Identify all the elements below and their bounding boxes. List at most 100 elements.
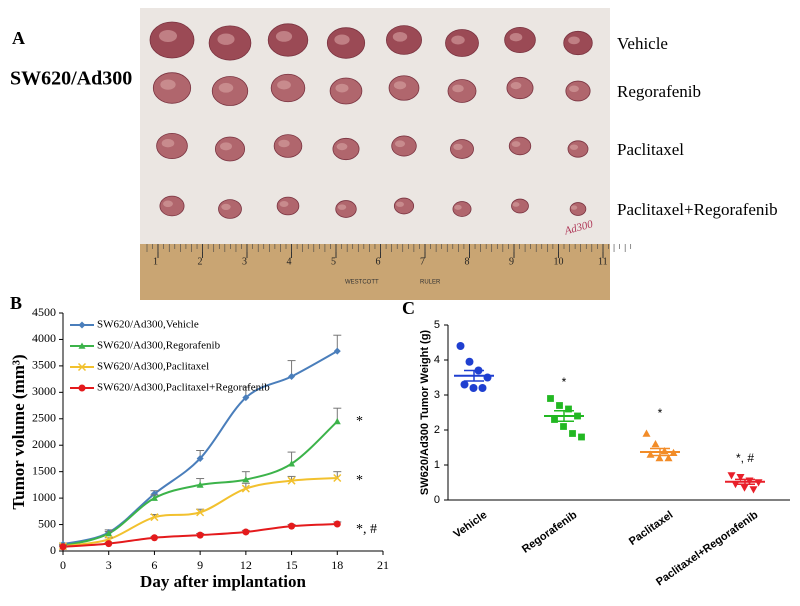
annotation: * <box>356 414 363 429</box>
marker-shape <box>78 321 86 329</box>
marker <box>483 373 492 382</box>
tumor <box>506 76 534 100</box>
tumor <box>450 139 474 159</box>
y-tick-label: 1000 <box>32 490 56 504</box>
y-tick-label: 3 <box>434 389 440 401</box>
marker-shape <box>456 342 465 350</box>
x-tick-label: 6 <box>151 558 157 572</box>
tumor-highlight <box>570 205 578 210</box>
tumor-highlight <box>510 82 522 90</box>
group-label: Paclitaxel <box>617 140 684 159</box>
marker <box>655 454 664 462</box>
marker-shape <box>78 342 86 349</box>
marker <box>105 530 113 537</box>
tumor-highlight <box>334 34 350 45</box>
tumor-highlight <box>220 142 232 151</box>
marker <box>242 476 250 483</box>
marker <box>150 534 158 542</box>
tumor-highlight <box>336 143 348 151</box>
marker <box>578 433 585 441</box>
marker-shape <box>150 513 159 522</box>
annotation: * <box>658 406 663 420</box>
marker-shape <box>565 405 572 413</box>
marker <box>740 484 749 492</box>
marker <box>196 481 204 488</box>
y-tick-label: 4000 <box>32 331 56 345</box>
marker-shape <box>333 417 341 425</box>
tumor-highlight <box>279 201 289 207</box>
marker-shape <box>469 384 478 392</box>
tumor-highlight <box>452 84 464 93</box>
y-tick-label: 3500 <box>32 358 56 372</box>
tumor <box>565 80 591 102</box>
marker-shape <box>105 530 113 537</box>
tumor-highlight <box>217 33 235 45</box>
marker-shape <box>655 454 664 462</box>
marker <box>551 416 558 423</box>
marker-shape <box>727 472 736 480</box>
tumor-highlight <box>568 36 580 45</box>
ruler-number: 3 <box>242 256 247 267</box>
x-tick-label: 21 <box>377 558 389 572</box>
x-tick-label: 15 <box>286 558 298 572</box>
marker <box>460 380 469 389</box>
y-tick-label: 3000 <box>32 384 56 398</box>
x-tick-label: 12 <box>240 558 252 572</box>
annotation: *, # <box>736 451 754 465</box>
marker-shape <box>664 454 673 462</box>
marker-shape <box>196 481 204 488</box>
tumor-highlight <box>277 80 291 90</box>
marker-shape <box>77 362 87 372</box>
legend-label: SW620/Ad300,Paclitaxel+Regorafenib <box>97 382 270 394</box>
marker-shape <box>740 484 749 492</box>
group-label: Regorafenib <box>617 82 701 101</box>
x-tick-label: Paclitaxel <box>627 509 675 548</box>
marker <box>664 454 673 462</box>
ruler-number: 9 <box>509 256 514 267</box>
tumor-highlight <box>393 81 407 90</box>
y-tick-label: 500 <box>38 516 56 530</box>
marker-shape <box>242 528 250 536</box>
x-tick-label: Regorafenib <box>520 509 580 556</box>
tumor-highlight <box>512 202 520 207</box>
tumor-highlight <box>275 31 293 42</box>
marker <box>456 342 465 350</box>
marker <box>556 402 563 409</box>
marker-shape <box>578 433 585 441</box>
marker-shape <box>287 476 296 485</box>
x-tick-label: 9 <box>197 558 203 572</box>
y-tick-label: 0 <box>50 543 56 557</box>
marker <box>754 479 763 487</box>
marker-shape <box>196 508 205 517</box>
marker-shape <box>460 380 469 389</box>
ruler-number: 7 <box>420 256 425 267</box>
y-tick-label: 1500 <box>32 463 56 477</box>
y-tick-label: 5 <box>434 319 440 331</box>
marker-shape <box>560 423 567 430</box>
legend-label: SW620/Ad300,Vehicle <box>97 319 199 331</box>
ruler-number: 6 <box>376 256 381 267</box>
marker <box>560 423 567 430</box>
series-line <box>62 350 338 546</box>
marker <box>333 473 342 483</box>
ruler-word: RULER <box>420 280 441 286</box>
ruler-number: 11 <box>598 256 608 267</box>
marker-shape <box>642 429 651 437</box>
marker-shape <box>333 347 341 355</box>
marker-shape <box>333 473 342 483</box>
marker <box>196 454 204 462</box>
marker <box>242 394 250 402</box>
marker-shape <box>196 531 204 539</box>
tumor <box>218 199 242 219</box>
marker-shape <box>556 402 563 409</box>
tumor-highlight <box>394 140 406 148</box>
tumor <box>332 137 360 161</box>
tumor <box>159 195 185 217</box>
marker-shape <box>59 543 67 551</box>
tumor-highlight <box>160 79 176 90</box>
ruler-number: 10 <box>554 256 564 267</box>
sem-bar <box>554 410 574 422</box>
marker-shape <box>749 486 758 494</box>
tumor-highlight <box>335 83 349 93</box>
marker-shape <box>242 394 250 402</box>
